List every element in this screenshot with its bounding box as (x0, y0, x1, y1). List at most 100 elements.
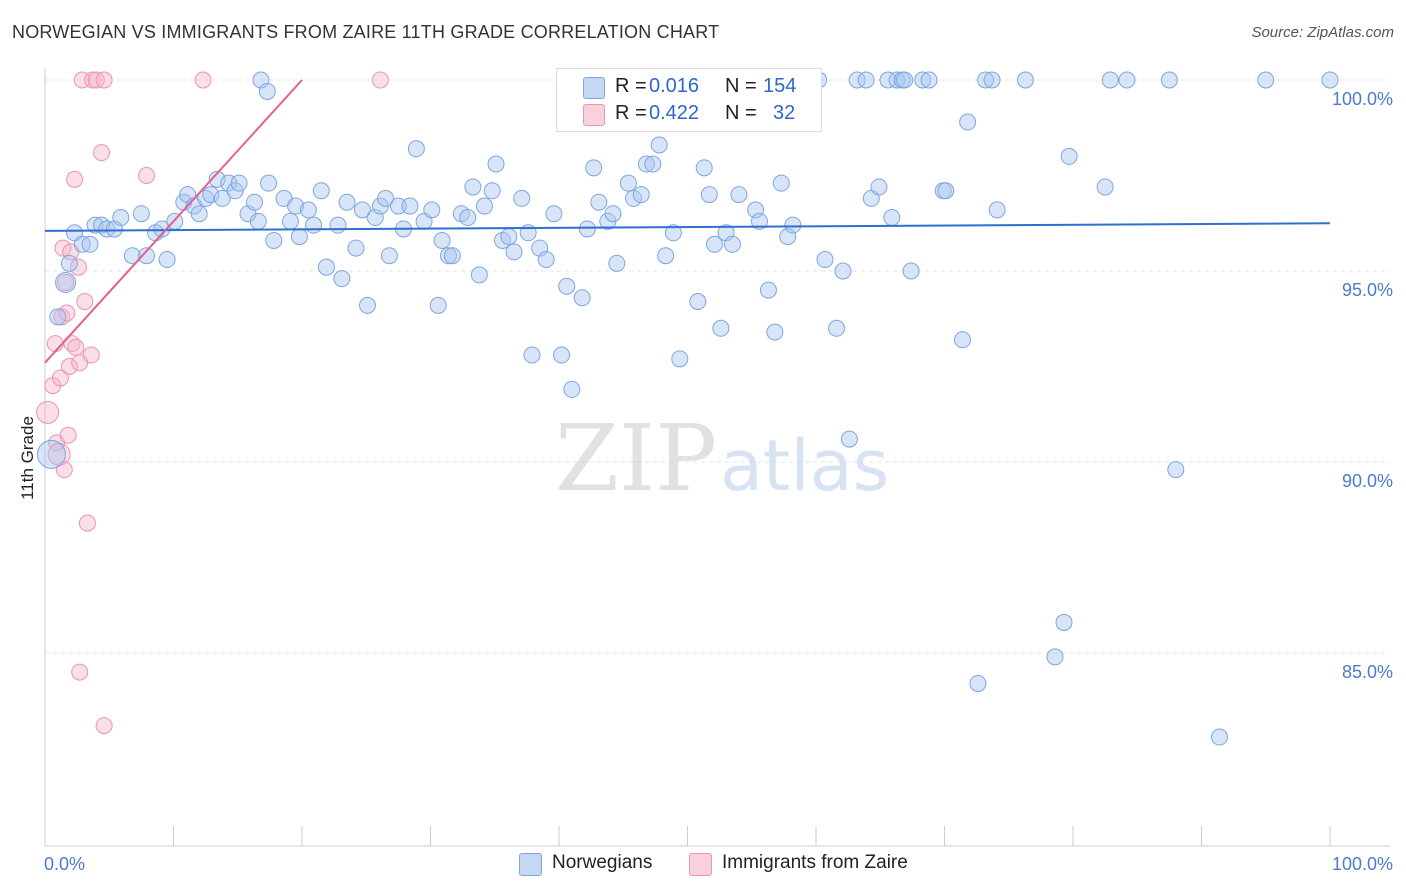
bottom-legend-swatch-norwegians (519, 853, 542, 876)
norwegian-point (870, 178, 888, 196)
norwegian-point (705, 235, 723, 253)
norwegian-point (49, 308, 67, 326)
bottom-legend-label-norwegians: Norwegians (552, 852, 653, 873)
norwegian-point (500, 228, 518, 246)
norwegian-point (1096, 178, 1114, 196)
norwegian-point (784, 216, 802, 234)
norwegian-point (407, 140, 425, 158)
norwegian-point (772, 174, 790, 192)
zaire-points (36, 71, 389, 735)
norwegian-point (258, 82, 276, 100)
norwegian-point (353, 201, 371, 219)
norwegian-point (1210, 728, 1228, 746)
norwegian-point (545, 205, 563, 223)
norwegian-point (1167, 461, 1185, 479)
zaire-point (67, 338, 85, 356)
zaire-point (194, 71, 212, 89)
zaire-point (95, 71, 113, 89)
y-tick-label: 85.0% (1342, 662, 1393, 682)
norwegian-point (578, 220, 596, 238)
norwegian-point (573, 289, 591, 307)
legend-n-label: N = (725, 102, 757, 124)
norwegian-point (1101, 71, 1119, 89)
norwegian-point (969, 675, 987, 693)
zaire-point (51, 369, 69, 387)
zaire-point (82, 346, 100, 364)
norwegian-point (523, 346, 541, 364)
norwegian-point (750, 212, 768, 230)
norwegian-point (689, 293, 707, 311)
norwegian-point (81, 235, 99, 253)
norwegian-point (625, 189, 643, 207)
axis-layer (44, 68, 1390, 847)
norwegian-point (828, 319, 846, 337)
norwegian-point (260, 174, 278, 192)
norwegian-point (401, 197, 419, 215)
norwegian-point (230, 174, 248, 192)
norwegian-point (700, 186, 718, 204)
norwegian-point (977, 71, 995, 89)
legend: R = 0.016 N = 154 R = 0.422 N = 32 (556, 68, 822, 132)
zaire-point (93, 144, 111, 162)
legend-n-value: 32 (773, 102, 796, 124)
norwegian-point (712, 319, 730, 337)
norwegian-point (377, 189, 395, 207)
norwegian-point (338, 193, 356, 211)
norwegian-point (632, 186, 650, 204)
norwegian-point (464, 178, 482, 196)
norwegian-point (759, 281, 777, 299)
zaire-point (54, 239, 72, 257)
norwegian-point (671, 350, 689, 368)
zaire-point (60, 358, 78, 375)
zaire-point (371, 71, 389, 89)
x-tick-label-end: 100.0% (1332, 854, 1393, 874)
legend-r-value: 0.422 (649, 102, 700, 124)
norwegian-point (112, 209, 130, 227)
norwegian-point (723, 235, 741, 253)
norwegian-point (747, 201, 765, 219)
norwegian-point (920, 71, 938, 89)
zaire-point (66, 170, 84, 188)
norwegian-point (730, 186, 748, 204)
norwegian-point (902, 262, 920, 280)
norwegian-point (487, 155, 505, 173)
norwegian-point (914, 71, 932, 89)
norwegian-point (834, 262, 852, 280)
norwegian-point (604, 205, 622, 223)
norwegian-point (132, 205, 150, 223)
legend-n-value: 154 (763, 75, 797, 97)
norwegian-point (505, 243, 523, 261)
norwegian-point (299, 201, 317, 219)
zaire-point (73, 71, 91, 89)
norwegian-point (896, 71, 914, 89)
y-axis-label: 11th Grade (18, 416, 37, 500)
zaire-point (71, 663, 89, 681)
legend-swatch-zaire (583, 104, 605, 126)
norwegian-point (644, 155, 662, 173)
legend-r-label: R = (615, 102, 647, 124)
norwegian-point (816, 251, 834, 269)
norwegian-point (879, 71, 897, 89)
norwegian-point (475, 197, 493, 215)
norwegian-point (537, 251, 555, 269)
chart-title: NORWEGIAN VS IMMIGRANTS FROM ZAIRE 11TH … (12, 22, 720, 42)
norwegian-point (585, 159, 603, 177)
x-tick-label-start: 0.0% (44, 854, 85, 874)
watermark-zip: ZIP (555, 405, 717, 512)
norwegian-point (470, 266, 488, 284)
norwegian-point (443, 247, 461, 265)
norwegian-point (657, 247, 675, 265)
norwegian-point (380, 247, 398, 265)
norwegian-point (317, 258, 335, 276)
norwegian-point (483, 182, 501, 200)
norwegian-point (290, 228, 308, 246)
norwegian-point (558, 277, 576, 295)
norwegian-point (190, 205, 208, 223)
norwegian-point (1257, 71, 1275, 89)
norwegian-point (281, 212, 299, 230)
norwegian-point (953, 331, 971, 349)
norwegian-point (138, 247, 156, 265)
norwegian-point (1055, 613, 1073, 631)
norwegian-point (439, 247, 457, 265)
